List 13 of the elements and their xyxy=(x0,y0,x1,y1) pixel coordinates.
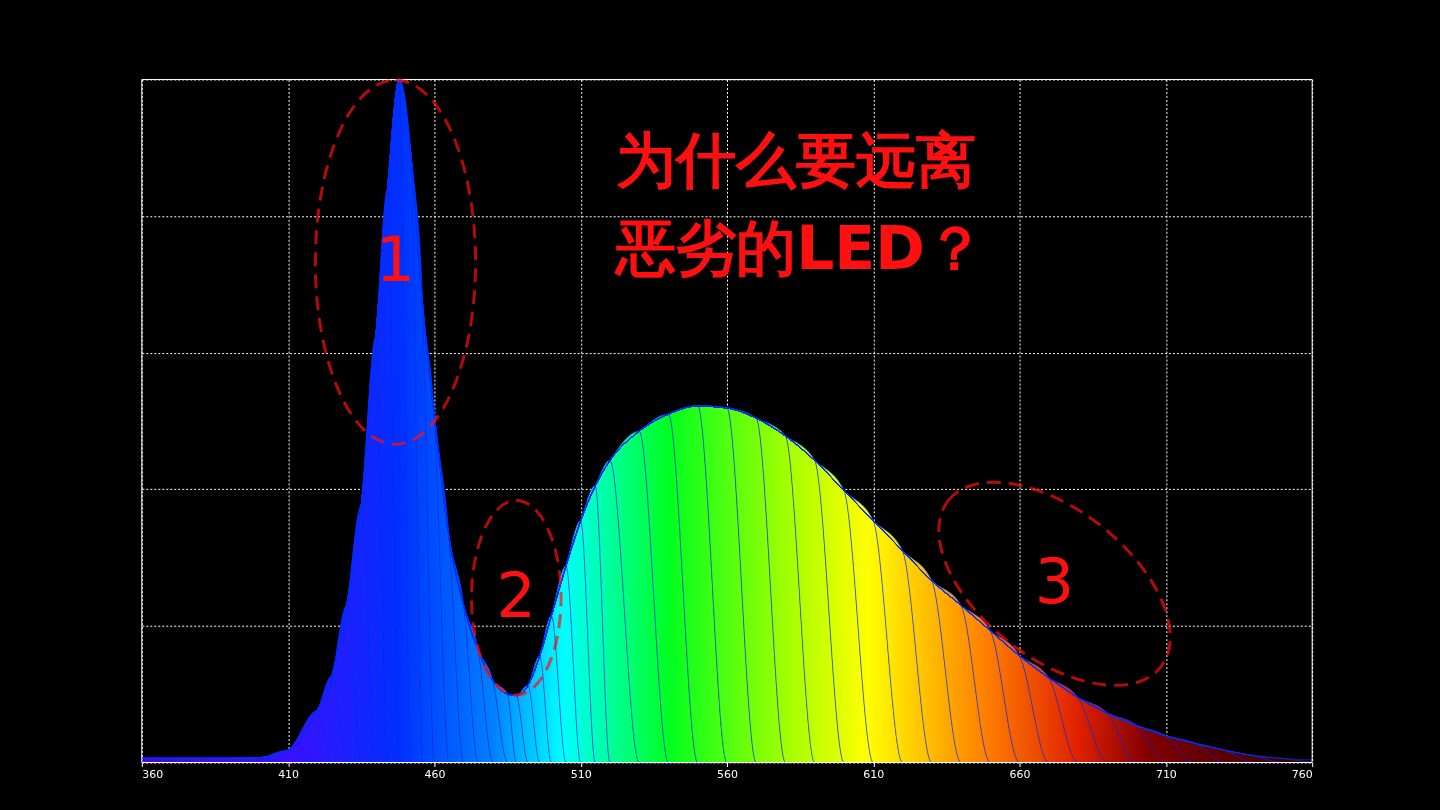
annotation: 2 xyxy=(496,559,536,632)
x-tick-label: 360 xyxy=(142,767,164,781)
x-tick-label: 510 xyxy=(570,767,592,781)
x-tick-label: 610 xyxy=(863,767,885,781)
x-tick-label: 560 xyxy=(717,767,738,781)
x-tick-label: 710 xyxy=(1155,767,1177,781)
x-tick-label: 460 xyxy=(424,767,446,781)
annotation: 3 xyxy=(1034,545,1075,618)
x-tick-label: 760 xyxy=(1291,767,1313,781)
x-tick-label: 660 xyxy=(1009,767,1031,781)
annotation: 1 xyxy=(375,224,416,297)
x-tick-label: 410 xyxy=(278,767,300,781)
text: 为什么要远离恶劣的LED？ xyxy=(614,125,985,284)
